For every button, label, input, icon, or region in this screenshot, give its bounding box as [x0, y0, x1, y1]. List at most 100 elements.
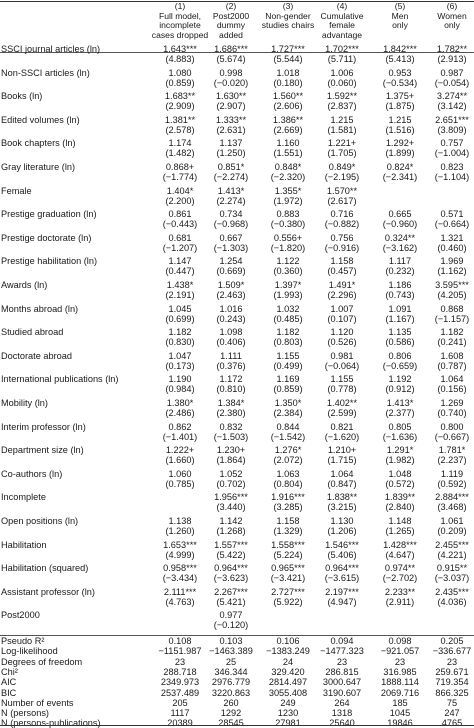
row-label: Habilitation [1, 539, 47, 550]
column-header-1: (1) Full model, incomplete cases dropped [150, 1, 210, 50]
row-label: Books (ln) [1, 91, 43, 102]
coefficient-cell: 1.570** [326, 185, 358, 196]
z-statistic-cell: (−2.195) [324, 172, 360, 182]
z-statistic-cell: (0.740) [437, 408, 467, 418]
coefficient-cell: 1.182 [276, 327, 300, 338]
z-statistic-cell: (2.631) [216, 124, 246, 135]
coefficient-cell: 1.215 [330, 114, 354, 125]
coefficient-cell: 1.558*** [271, 539, 305, 550]
z-statistic-cell: (2.578) [165, 124, 195, 135]
row-label: Doctorate abroad [1, 350, 72, 361]
z-statistic-cell: (0.743) [385, 290, 415, 300]
coefficient-cell: 1.148 [388, 516, 412, 526]
coefficient-cell: 1.397* [274, 280, 302, 290]
z-statistic-cell: (−1.820) [270, 242, 306, 253]
coefficient-cell: 1.169 [276, 374, 300, 385]
coefficient-cell: 1.782** [436, 44, 468, 54]
row-label: Awards (ln) [1, 280, 48, 290]
column-title-line: Non-gender [265, 10, 311, 21]
row-label: Prestige doctorate (ln) [1, 232, 92, 243]
z-statistic-cell: (0.785) [165, 478, 195, 489]
z-statistic-cell: (0.592) [437, 478, 467, 489]
row-label: Open positions (ln) [1, 516, 79, 526]
z-statistic-cell: (0.060) [327, 77, 357, 88]
z-statistic-cell: (2.380) [216, 408, 246, 418]
coefficient-cell: 1.916*** [271, 492, 305, 503]
stat-value: 19846 [387, 718, 413, 728]
z-statistic-cell: (4.883) [165, 54, 195, 64]
coefficient-cell: 2.435*** [435, 586, 469, 597]
z-statistic-cell: (2.840) [385, 502, 415, 513]
z-statistic-cell: (2.599) [327, 408, 357, 418]
z-statistic-cell: (−1.774) [162, 172, 198, 182]
z-statistic-cell: (1.167) [385, 313, 415, 324]
z-statistic-cell: (−0.120) [213, 620, 249, 631]
z-statistic-cell: (0.180) [273, 77, 303, 88]
z-statistic-cell: (−0.064) [324, 360, 360, 371]
z-statistic-cell: (3.142) [437, 101, 467, 112]
z-statistic-cell: (5.674) [216, 54, 246, 64]
z-statistic-cell: (2.463) [216, 290, 246, 300]
coefficient-cell: 1.061 [440, 516, 464, 526]
z-statistic-cell: (−2.702) [382, 573, 418, 584]
z-statistic-cell: (0.360) [273, 266, 303, 277]
coefficient-cell: 0.734 [219, 209, 243, 220]
z-statistic-cell: (4.221) [437, 549, 467, 560]
z-statistic-cell: (1.581) [327, 124, 357, 135]
z-statistic-cell: (−0.960) [382, 219, 418, 230]
coefficient-cell: 1.686*** [214, 44, 248, 54]
z-statistic-cell: (4.036) [437, 596, 467, 607]
column-title-line: female [329, 20, 355, 31]
z-statistic-cell: (5.544) [273, 54, 303, 64]
row-label: Non-SSCI articles (ln) [1, 67, 90, 78]
z-statistic-cell: (2.296) [327, 290, 357, 300]
column-number: (6) [446, 1, 458, 11]
z-statistic-cell: (0.847) [327, 478, 357, 489]
coefficient-cell: 1.182 [440, 327, 464, 338]
z-statistic-cell: (2.617) [327, 195, 357, 206]
coefficient-cell: 0.987 [440, 67, 464, 78]
z-statistic-cell: (−1.503) [213, 431, 249, 442]
z-statistic-cell: (2.486) [165, 408, 195, 418]
stat-value: 1888.114 [381, 677, 419, 688]
stat-value: 719.354 [435, 677, 469, 688]
row-label: Gray literature (ln) [1, 162, 76, 172]
z-statistic-cell: (1.660) [165, 455, 195, 466]
stat-value: 2814.497 [268, 677, 308, 688]
coefficient-cell: 0.757 [440, 138, 464, 149]
row-label: International publications (ln) [1, 374, 119, 385]
stat-value: −1463.389 [209, 646, 253, 657]
stat-value: 329.420 [271, 666, 305, 677]
column-title-line: Cumulative [320, 10, 364, 21]
column-number: (2) [225, 1, 237, 11]
coefficient-cell: 1.098 [219, 327, 243, 338]
z-statistic-cell: (0.859) [165, 77, 195, 88]
coefficient-cell: 1.048 [388, 468, 412, 479]
coefficient-cell: 3.595*** [435, 280, 469, 290]
z-statistic-cell: (−0.664) [434, 219, 470, 230]
z-statistic-cell: (4.763) [165, 596, 195, 607]
z-statistic-cell: (2.837) [327, 101, 357, 112]
coefficient-cell: 1.006 [330, 67, 354, 78]
coefficient-cell: 1.122 [276, 256, 300, 267]
coefficient-cell: 1.117 [388, 256, 412, 267]
stat-label: N (persons-publications) [1, 718, 101, 728]
coefficient-cell: 0.848* [274, 162, 302, 172]
z-statistic-cell: (4.947) [327, 596, 357, 607]
column-number: (4) [336, 1, 348, 11]
stat-value: 2349.973 [160, 677, 200, 688]
coefficient-cell: 1.413* [386, 398, 414, 408]
z-statistic-cell: (2.669) [273, 124, 303, 135]
z-statistic-cell: (1.268) [216, 526, 246, 536]
coefficient-cell: 0.965*** [271, 563, 305, 574]
z-statistic-cell: (−1.303) [213, 242, 249, 253]
coefficient-cell: 2.111*** [163, 586, 197, 597]
coefficient-cell: 1.172 [219, 374, 243, 385]
row-label: Post2000 [1, 610, 40, 621]
stat-value: 249 [280, 697, 296, 708]
column-title-line: Full model, [158, 10, 202, 21]
stat-value: 2069.716 [380, 687, 420, 698]
z-statistic-cell: (0.830) [165, 337, 195, 348]
coefficient-cell: 1.702*** [325, 44, 359, 54]
stat-value: 0.103 [219, 636, 243, 646]
